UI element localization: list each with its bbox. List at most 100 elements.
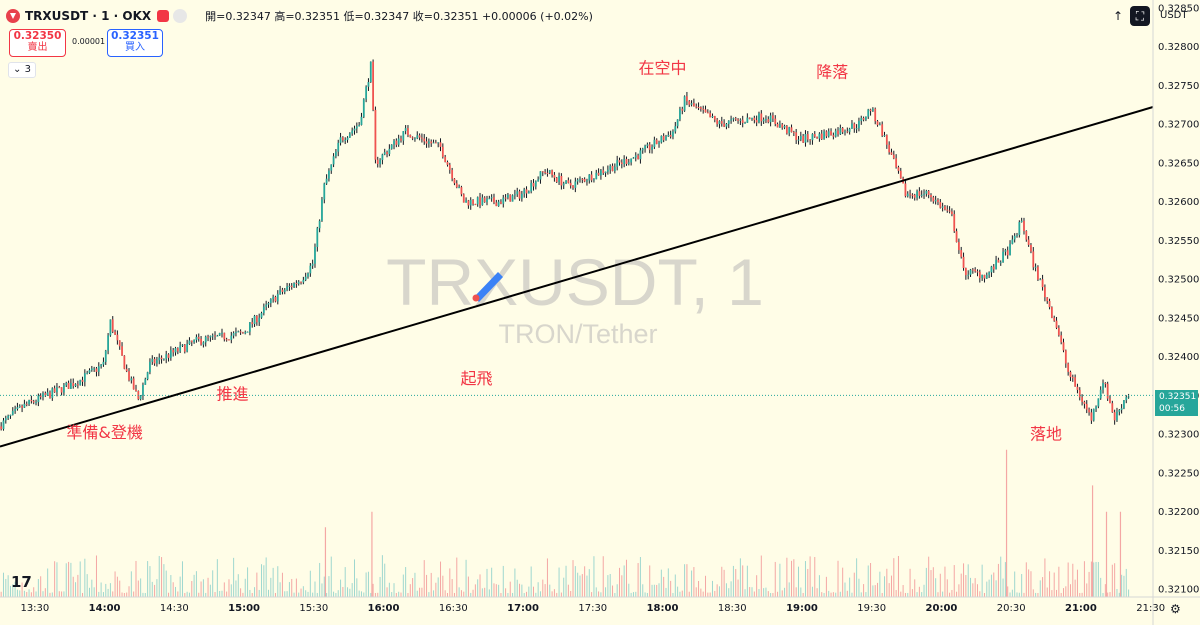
volume-bar — [921, 592, 923, 597]
volume-bar — [528, 586, 530, 597]
candle-body — [81, 379, 84, 382]
candle-body — [472, 199, 474, 204]
candle-body — [862, 117, 865, 120]
volume-bar — [1049, 571, 1051, 597]
volume-bar — [739, 558, 741, 597]
settings-gear-icon[interactable]: ⚙ — [1170, 602, 1181, 616]
volume-bar — [642, 584, 644, 597]
volume-bar — [335, 592, 337, 597]
volume-bar — [254, 587, 256, 597]
candle-body — [188, 340, 191, 345]
candle-body — [641, 148, 644, 151]
volume-bar — [402, 574, 404, 597]
volume-bar — [993, 572, 995, 597]
candle-body — [637, 155, 640, 160]
price-tick-label: 0.32850 — [1158, 3, 1199, 14]
candle-body — [144, 379, 147, 385]
volume-bar — [33, 587, 35, 597]
volume-bar — [930, 570, 932, 597]
volume-bar — [563, 577, 565, 597]
volume-bar — [65, 563, 67, 597]
candle-body — [330, 164, 333, 171]
candle-body — [309, 265, 312, 274]
symbol-title[interactable]: TRXUSDT · 1 · OKX — [25, 9, 152, 23]
candle-body — [142, 384, 144, 396]
candle-body — [9, 414, 12, 416]
candle-body — [386, 152, 388, 155]
time-axis[interactable]: 13:30 14:00 14:30 15:00 15:30 16:00 16:30 17:00… — [20, 603, 1165, 614]
volume-bar — [288, 582, 290, 597]
volume-bar — [672, 592, 674, 597]
volume-bar — [26, 591, 28, 597]
volume-bar — [598, 591, 600, 597]
candle-body — [692, 103, 695, 107]
candle-body — [297, 281, 300, 284]
volume-bar — [756, 575, 758, 597]
volume-bar — [109, 583, 111, 597]
volume-bar — [219, 591, 221, 597]
tradingview-logo-icon[interactable]: 17 — [11, 573, 32, 591]
volume-bar — [277, 566, 279, 597]
candle-body — [860, 117, 863, 121]
candle-body — [379, 160, 381, 165]
candle-body — [957, 242, 960, 251]
arrow-up-icon[interactable]: ↑ — [1112, 9, 1124, 23]
watermark-name: TRON/Tether — [498, 319, 657, 349]
volume-bar — [1025, 562, 1027, 597]
indicator-toggle[interactable]: ⌄ 3 — [8, 62, 36, 78]
volume-bar — [388, 582, 390, 597]
volume-bar — [419, 587, 421, 597]
price-axis[interactable]: 0.32850 0.32800 0.32750 0.32700 0.32650 0.326… — [1158, 3, 1199, 595]
volume-bar — [872, 585, 874, 597]
candle-body — [109, 319, 112, 336]
volume-bar — [591, 592, 593, 597]
candle-body — [146, 372, 149, 380]
sell-button[interactable]: 0.32350 賣出 — [9, 29, 66, 57]
candle-body — [353, 128, 356, 131]
volume-bar — [442, 575, 444, 597]
candle-body — [688, 101, 691, 105]
candle-body — [1120, 408, 1123, 410]
volume-bar — [779, 563, 781, 597]
buy-button[interactable]: 0.32351 買入 — [107, 29, 163, 57]
tron-logo-icon — [6, 9, 20, 23]
volume-bar — [105, 583, 107, 597]
fullscreen-icon[interactable]: ⛶ — [1130, 6, 1150, 26]
volume-bar — [247, 567, 249, 597]
candle-body — [825, 131, 828, 137]
candle-body — [613, 166, 616, 172]
currency-label[interactable]: USDT — [1160, 10, 1188, 21]
volume-bar — [560, 592, 562, 597]
volume-bar — [742, 565, 744, 597]
candle-body — [981, 274, 984, 279]
volume-bar — [328, 576, 330, 597]
visibility-icon[interactable] — [173, 9, 188, 23]
volume-bar — [539, 591, 541, 597]
volume-bar — [342, 586, 344, 597]
volume-bar — [319, 562, 321, 597]
volume-bar — [586, 575, 588, 597]
candle-body — [335, 151, 337, 157]
candle-body — [416, 135, 419, 139]
volume-bar — [284, 591, 286, 597]
volume-bar — [230, 584, 232, 597]
volume-bar — [535, 592, 537, 597]
volume-bar — [88, 587, 90, 597]
volume-bar — [493, 583, 495, 597]
volume-bar — [1107, 592, 1109, 597]
candle-body — [1106, 383, 1109, 399]
volume-bar — [5, 578, 7, 597]
volume-bar — [498, 584, 500, 597]
volume-bar — [391, 592, 393, 597]
candle-body — [418, 135, 421, 138]
trend-line[interactable] — [0, 106, 1154, 448]
volume-bar — [767, 591, 769, 597]
volume-bar — [1093, 562, 1095, 597]
candle-body — [667, 134, 670, 137]
candle-body — [39, 395, 42, 398]
candle-body — [153, 358, 156, 364]
candle-body — [402, 131, 405, 141]
volume-bar — [84, 558, 86, 597]
candle-body — [176, 348, 179, 352]
